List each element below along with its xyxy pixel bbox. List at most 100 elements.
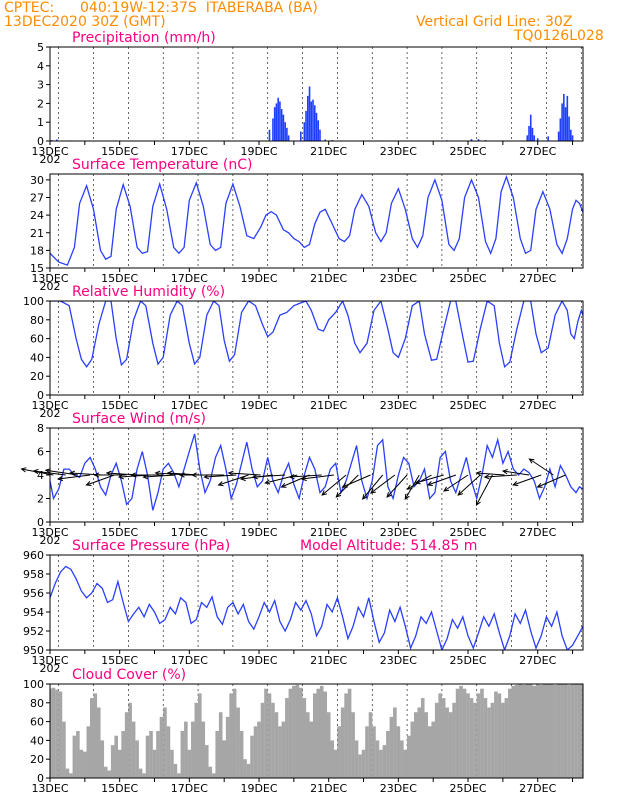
bar xyxy=(114,735,118,778)
bar xyxy=(215,731,220,778)
y-tick-label: 1 xyxy=(37,116,44,129)
bar xyxy=(250,735,254,778)
bar xyxy=(121,731,125,778)
bar xyxy=(420,698,425,778)
bar xyxy=(483,698,488,778)
y-tick-label: 24 xyxy=(30,209,44,222)
bar xyxy=(295,684,300,778)
panel-frame xyxy=(49,300,584,396)
wind-vector xyxy=(321,474,347,496)
bar xyxy=(487,707,491,778)
wind-arrowhead xyxy=(85,481,92,486)
bar xyxy=(166,726,171,778)
y-tick-label: 80 xyxy=(30,314,44,327)
bar xyxy=(344,693,348,778)
bar xyxy=(277,97,279,141)
x-tick-label: 27DEC xyxy=(519,399,556,412)
wind-arrowhead xyxy=(501,469,508,475)
bar xyxy=(275,103,278,141)
x-tick-label: 17DEC xyxy=(171,272,208,285)
y-tick-label: 21 xyxy=(30,227,44,240)
bar xyxy=(79,749,84,778)
x-tick-label: 25DEC xyxy=(449,654,486,667)
bar xyxy=(546,684,550,778)
y-tick-label: 952 xyxy=(23,625,44,638)
bar xyxy=(504,698,509,778)
wind-vector xyxy=(457,474,481,496)
y-tick-label: 100 xyxy=(23,678,44,691)
x-tick-label: 23DEC xyxy=(380,654,417,667)
bar xyxy=(284,122,286,141)
bar xyxy=(211,773,216,778)
y-tick-label: 954 xyxy=(23,606,44,619)
bar xyxy=(455,688,460,778)
bar xyxy=(462,688,467,778)
bar xyxy=(319,129,321,141)
wind-vector xyxy=(415,474,444,484)
bar xyxy=(434,702,439,778)
y-tick-label: 20 xyxy=(30,370,44,383)
wind-arrowhead xyxy=(369,488,376,494)
panel-3: 0 2 4 6 8 13DEC 15DEC 17DEC 19DEC 21DEC 23DEC 25DEC… xyxy=(20,411,584,547)
bar xyxy=(197,693,202,778)
bar xyxy=(96,707,101,778)
wind-arrowhead xyxy=(178,472,185,478)
bar xyxy=(490,702,495,778)
y-tick-label: 0 xyxy=(37,389,44,402)
bar xyxy=(288,688,293,778)
bar xyxy=(354,740,359,778)
bar xyxy=(286,127,288,141)
bar xyxy=(305,712,310,778)
x-tick-label: 15DEC xyxy=(101,654,138,667)
bar xyxy=(232,688,237,778)
wind-vector xyxy=(502,470,530,476)
bar xyxy=(403,749,408,778)
bar xyxy=(281,721,286,778)
series-line xyxy=(50,433,583,511)
wind-arrowhead xyxy=(154,470,161,476)
bar xyxy=(525,684,530,778)
bar xyxy=(306,95,309,141)
wind-vector xyxy=(253,474,286,478)
bar xyxy=(445,707,449,778)
bar xyxy=(497,693,502,778)
wind-arrowhead xyxy=(475,499,481,506)
bar xyxy=(264,688,268,778)
panel-title: Cloud Cover (%) xyxy=(72,667,186,683)
bar xyxy=(124,712,129,778)
bar xyxy=(407,735,411,778)
bar xyxy=(417,707,422,778)
bar xyxy=(518,684,523,778)
bar xyxy=(480,688,484,778)
bar xyxy=(282,114,285,141)
bar xyxy=(236,707,240,778)
header-grid-note: Vertical Grid Line: 30Z xyxy=(416,14,573,30)
bar xyxy=(529,114,532,141)
bar xyxy=(389,716,394,778)
bar xyxy=(427,726,432,778)
bar xyxy=(110,745,115,778)
bar xyxy=(274,712,279,778)
x-tick-label: 21DEC xyxy=(310,654,347,667)
wind-arrowhead xyxy=(475,470,482,476)
bar xyxy=(448,712,453,778)
wind-arrowhead xyxy=(414,479,421,485)
x-tick-label: 23DEC xyxy=(380,145,417,158)
bar xyxy=(532,685,537,778)
wind-arrowhead xyxy=(227,470,234,476)
bar xyxy=(553,684,557,778)
bar xyxy=(309,721,314,778)
panel-2: 0 20 40 60 80 100 13DEC 15DEC 17DEC 19DEC 21DEC 23D… xyxy=(23,284,584,420)
bar xyxy=(300,131,302,141)
wind-vector xyxy=(529,458,554,476)
bar xyxy=(100,740,105,778)
bar xyxy=(515,684,519,778)
x-tick-label: 23DEC xyxy=(380,399,417,412)
wind-vector xyxy=(427,474,457,486)
bar xyxy=(303,122,306,141)
bar xyxy=(51,687,56,778)
wind-arrowhead xyxy=(426,481,433,486)
y-tick-label: 40 xyxy=(30,734,44,747)
bar xyxy=(173,763,178,778)
